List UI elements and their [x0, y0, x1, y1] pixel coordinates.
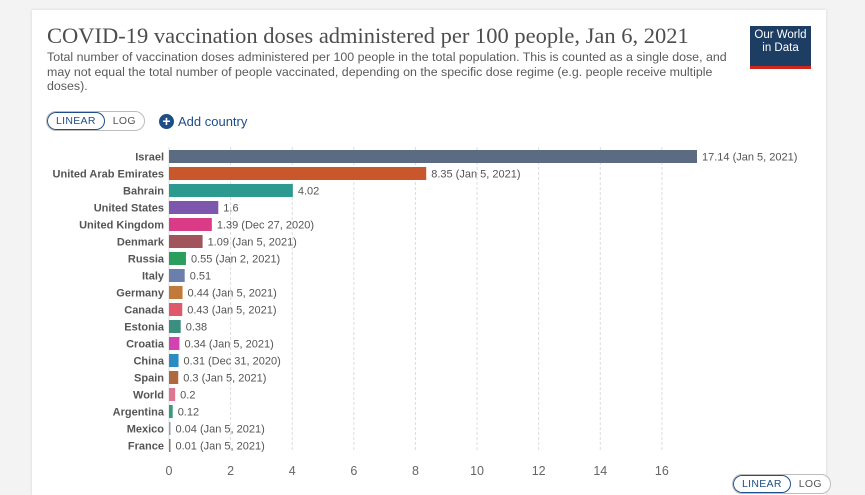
- bar: [169, 218, 212, 231]
- category-label: France: [128, 441, 164, 453]
- value-label: 0.38: [186, 322, 207, 334]
- bar: [169, 337, 180, 350]
- category-label: Israel: [135, 152, 164, 164]
- category-label: Canada: [124, 305, 165, 317]
- category-label: Spain: [134, 373, 164, 385]
- value-label: 0.04 (Jan 5, 2021): [176, 424, 265, 436]
- value-label: 17.14 (Jan 5, 2021): [702, 152, 797, 164]
- value-label: 0.2: [180, 390, 195, 402]
- chart-title: COVID-19 vaccination doses administered …: [47, 23, 689, 48]
- chart-card: COVID-19 vaccination doses administered …: [32, 10, 831, 495]
- value-label: 0.44 (Jan 5, 2021): [188, 288, 277, 300]
- bar: [169, 439, 171, 452]
- category-label: Italy: [142, 271, 165, 283]
- bar: [169, 371, 179, 384]
- plus-icon: +: [159, 113, 174, 129]
- value-label: 0.55 (Jan 2, 2021): [191, 254, 280, 266]
- bar: [169, 422, 171, 435]
- category-label: United States: [94, 203, 164, 215]
- owid-logo[interactable]: Our World in Data: [750, 26, 811, 69]
- value-label: 1.09 (Jan 5, 2021): [208, 237, 297, 249]
- x-tick-label: 8: [412, 464, 419, 478]
- x-tick-label: 12: [532, 464, 546, 478]
- linear-button[interactable]: LINEAR: [47, 112, 105, 130]
- bar: [169, 252, 186, 265]
- category-label: World: [133, 390, 164, 402]
- chart-subtitle: Total number of vaccination doses admini…: [47, 50, 727, 93]
- scale-toggle-bottom: LINEAR LOG: [732, 474, 831, 494]
- x-tick-label: 2: [227, 464, 234, 478]
- log-button-bottom[interactable]: LOG: [798, 478, 822, 490]
- bar: [169, 150, 697, 163]
- log-button[interactable]: LOG: [112, 115, 136, 127]
- scale-toggle-top: LINEAR LOG: [46, 111, 145, 131]
- category-label: Denmark: [117, 237, 165, 249]
- value-label: 0.34 (Jan 5, 2021): [184, 339, 273, 351]
- value-label: 0.43 (Jan 5, 2021): [187, 305, 276, 317]
- logo-line-2: in Data: [762, 42, 799, 54]
- value-label: 4.02: [298, 186, 319, 198]
- bar: [169, 269, 185, 282]
- x-tick-label: 4: [289, 464, 296, 478]
- bar: [169, 320, 181, 333]
- bar: [169, 286, 183, 299]
- category-label: Bahrain: [123, 186, 164, 198]
- category-label: Russia: [128, 254, 165, 266]
- bar: [169, 388, 176, 401]
- x-tick-label: 0: [166, 464, 173, 478]
- bar: [169, 201, 219, 214]
- bar: [169, 167, 427, 180]
- bar: [169, 235, 203, 248]
- x-tick-label: 16: [655, 464, 669, 478]
- bar: [169, 354, 179, 367]
- bar: [169, 303, 183, 316]
- category-label: Germany: [116, 288, 165, 300]
- value-label: 1.6: [223, 203, 238, 215]
- x-tick-label: 10: [470, 464, 484, 478]
- bar: [169, 184, 293, 197]
- value-label: 1.39 (Dec 27, 2020): [217, 220, 314, 232]
- value-label: 0.3 (Jan 5, 2021): [183, 373, 266, 385]
- value-label: 0.51: [190, 271, 211, 283]
- logo-line-1: Our World: [754, 29, 807, 41]
- category-label: United Arab Emirates: [53, 169, 164, 181]
- x-tick-label: 6: [350, 464, 357, 478]
- linear-button-bottom[interactable]: LINEAR: [733, 475, 791, 493]
- value-label: 0.01 (Jan 5, 2021): [176, 441, 265, 453]
- x-tick-label: 14: [593, 464, 607, 478]
- category-label: Argentina: [113, 407, 165, 419]
- category-label: Estonia: [124, 322, 165, 334]
- add-country-label: Add country: [178, 113, 248, 129]
- add-country-button[interactable]: + Add country: [159, 111, 247, 131]
- category-label: Mexico: [127, 424, 165, 436]
- bar: [169, 405, 173, 418]
- category-label: United Kingdom: [79, 220, 164, 232]
- bar-chart: 0 2 4 6 8 10 12 14 16 Israel 17.14 (Jan 5, 2021) Un…: [53, 147, 797, 478]
- category-label: China: [133, 356, 164, 368]
- category-label: Croatia: [126, 339, 165, 351]
- value-label: 8.35 (Jan 5, 2021): [431, 169, 520, 181]
- value-label: 0.12: [178, 407, 199, 419]
- value-label: 0.31 (Dec 31, 2020): [184, 356, 281, 368]
